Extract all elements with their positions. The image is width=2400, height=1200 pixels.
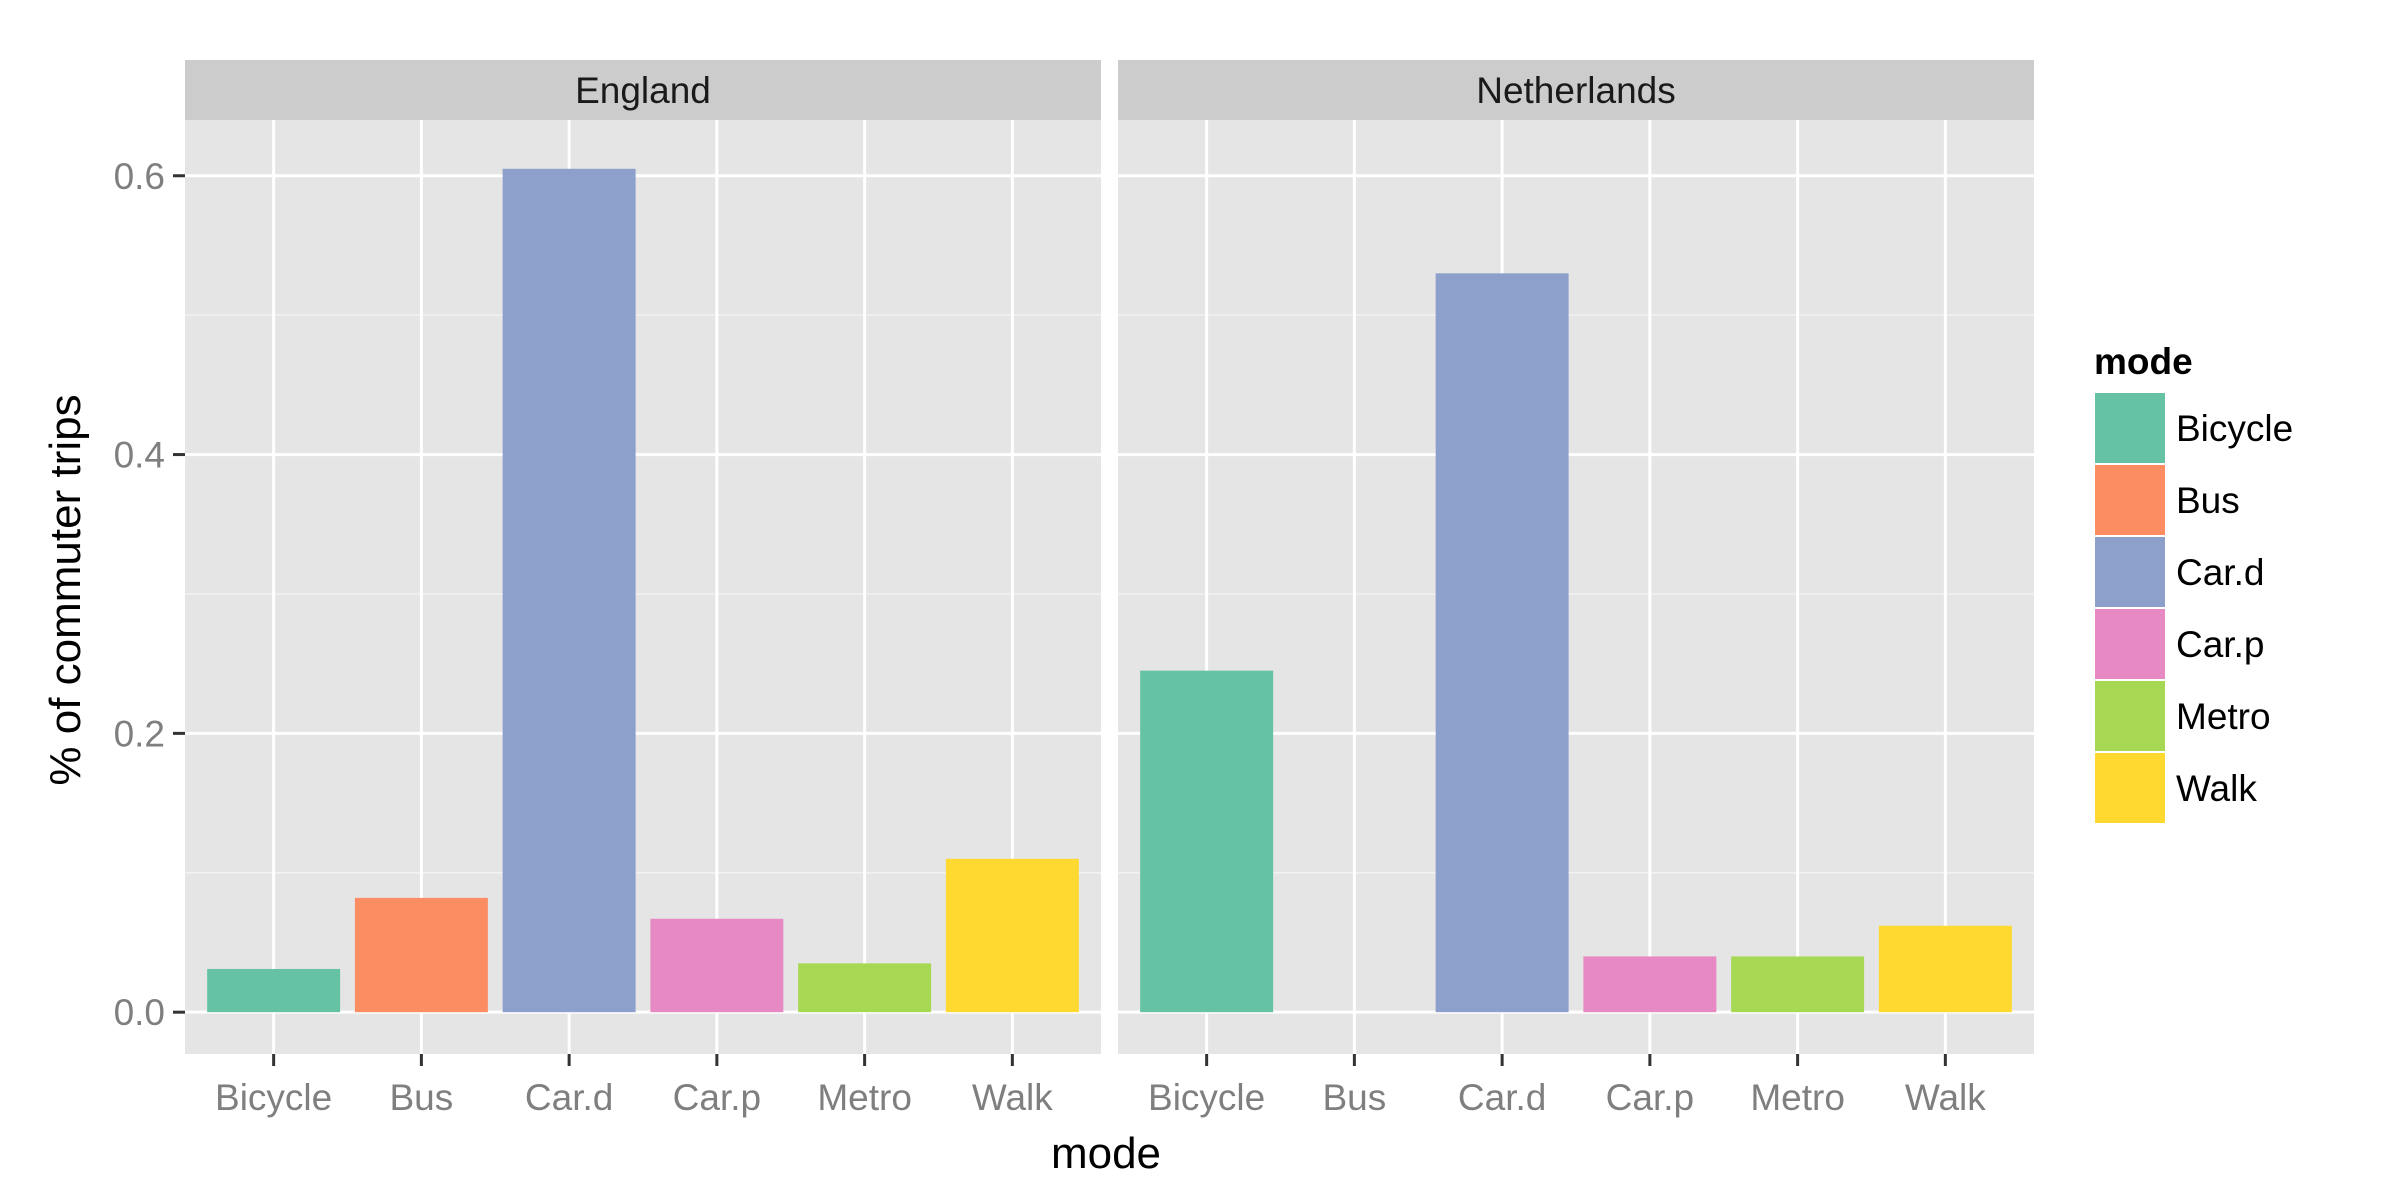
legend-key-car-p <box>2093 607 2167 681</box>
legend-key-metro <box>2093 679 2167 753</box>
legend: mode Bicycle Bus Car.d Car.p Metro Walk <box>2093 341 2293 825</box>
x-tick-label-bus: Bus <box>1323 1077 1387 1118</box>
y-axis-title: % of commuter trips <box>41 394 90 785</box>
y-tick-label: 0.4 <box>114 435 165 476</box>
x-tick-label-metro: Metro <box>1750 1077 1845 1118</box>
legend-label-car-d: Car.d <box>2176 552 2264 593</box>
x-tick-label-car-p: Car.p <box>673 1077 761 1118</box>
x-tick-label-bus: Bus <box>390 1077 454 1118</box>
bar-netherlands-car-p <box>1583 956 1717 1013</box>
x-tick-label-car-d: Car.d <box>1458 1077 1546 1118</box>
x-tick-label-bicycle: Bicycle <box>1148 1077 1265 1118</box>
bar-netherlands-metro <box>1731 956 1865 1013</box>
legend-label-metro: Metro <box>2176 696 2271 737</box>
x-tick-label-car-p: Car.p <box>1606 1077 1694 1118</box>
bar-england-car-d <box>502 168 636 1013</box>
x-axis-title: mode <box>1051 1129 1161 1178</box>
y-axis: 0.0 0.2 0.4 0.6 <box>114 156 185 1033</box>
legend-label-bus: Bus <box>2176 480 2240 521</box>
legend-key-car-d <box>2093 535 2167 609</box>
legend-label-car-p: Car.p <box>2176 624 2264 665</box>
bar-england-walk <box>945 858 1079 1013</box>
legend-key-bus <box>2093 463 2167 537</box>
x-tick-label-bicycle: Bicycle <box>215 1077 332 1118</box>
y-tick-label: 0.2 <box>114 713 165 754</box>
bar-england-bus <box>354 897 488 1013</box>
y-tick-label: 0.6 <box>114 156 165 197</box>
legend-key-walk <box>2093 751 2167 825</box>
panel-strip <box>1118 60 2034 120</box>
panel-strip-label: Netherlands <box>1476 70 1676 111</box>
legend-title: mode <box>2094 341 2193 382</box>
panel-england: England Bicycle Bus Car.d Car.p Metro Walk <box>185 60 1101 1118</box>
x-tick-label-walk: Walk <box>1905 1077 1986 1118</box>
bar-england-metro <box>798 963 932 1013</box>
panel-strip <box>185 60 1101 120</box>
bar-netherlands-car-d <box>1435 273 1569 1013</box>
legend-label-walk: Walk <box>2176 768 2257 809</box>
x-tick-label-walk: Walk <box>972 1077 1053 1118</box>
bar-england-bicycle <box>207 968 341 1013</box>
panel-strip-label: England <box>575 70 711 111</box>
bar-england-car-p <box>650 918 784 1013</box>
y-tick-label: 0.0 <box>114 992 165 1033</box>
bar-netherlands-walk <box>1878 925 2012 1013</box>
panel-netherlands: Netherlands Bicycle Bus Car.d Car.p Metro Walk <box>1118 60 2034 1118</box>
x-tick-label-metro: Metro <box>817 1077 912 1118</box>
x-tick-label-car-d: Car.d <box>525 1077 613 1118</box>
bar-netherlands-bicycle <box>1140 670 1274 1013</box>
legend-label-bicycle: Bicycle <box>2176 408 2293 449</box>
legend-key-bicycle <box>2093 391 2167 465</box>
